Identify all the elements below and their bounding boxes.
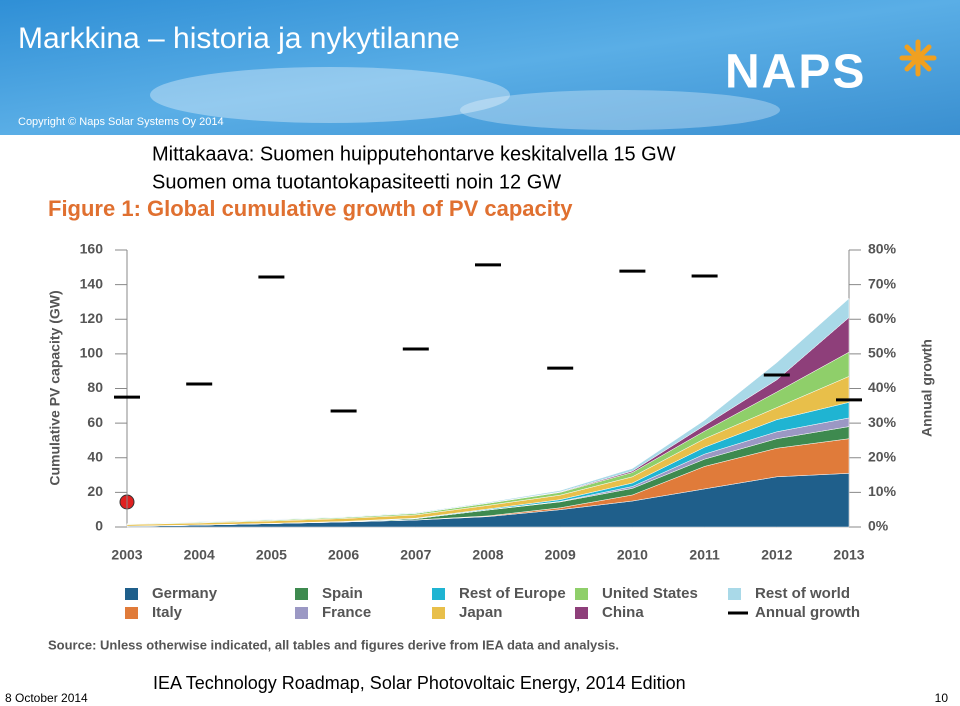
legend-label: Italy xyxy=(152,604,183,621)
x-tick-label: 2005 xyxy=(256,547,287,563)
figure-title: Figure 1: Global cumulative growth of PV… xyxy=(48,196,573,221)
legend-label: Spain xyxy=(322,585,363,602)
y2-tick-label: 50% xyxy=(868,345,897,361)
legend-label: China xyxy=(602,604,644,621)
legend-label: Annual growth xyxy=(755,604,860,621)
logo: NAPS xyxy=(725,46,866,99)
legend-swatch xyxy=(728,588,741,600)
y2-tick-label: 20% xyxy=(868,448,897,464)
reference: IEA Technology Roadmap, Solar Photovolta… xyxy=(153,673,686,693)
legend-label: Japan xyxy=(459,604,502,621)
y2-axis-label: Annual growth xyxy=(919,339,935,437)
legend-swatch xyxy=(295,607,308,619)
x-tick-label: 2008 xyxy=(472,547,503,563)
y-tick-label: 100 xyxy=(80,345,104,361)
cloud xyxy=(460,90,780,130)
x-tick-label: 2007 xyxy=(400,547,431,563)
header-band xyxy=(0,0,960,135)
x-tick-label: 2006 xyxy=(328,547,359,563)
x-tick-label: 2012 xyxy=(761,547,792,563)
legend-swatch xyxy=(575,607,588,619)
x-tick-label: 2010 xyxy=(617,547,648,563)
legend-label: Germany xyxy=(152,585,218,602)
legend-label: United States xyxy=(602,585,698,602)
legend-swatch xyxy=(432,588,445,600)
x-tick-label: 2003 xyxy=(111,547,142,563)
y2-tick-label: 80% xyxy=(868,241,897,257)
x-tick-label: 2011 xyxy=(689,547,720,563)
y2-tick-label: 60% xyxy=(868,310,897,326)
logo-star xyxy=(899,39,937,77)
legend-label: France xyxy=(322,604,371,621)
subtitle-line: Suomen oma tuotantokapasiteetti noin 12 … xyxy=(152,171,561,193)
y2-tick-label: 30% xyxy=(868,414,897,430)
cloud xyxy=(150,67,510,123)
slide-title: Markkina – historia ja nykytilanne xyxy=(18,22,460,55)
y2-tick-label: 10% xyxy=(868,483,897,499)
x-tick-label: 2004 xyxy=(184,547,215,563)
legend-swatch xyxy=(125,588,138,600)
y2-tick-label: 40% xyxy=(868,379,897,395)
legend-swatch xyxy=(432,607,445,619)
x-tick-label: 2009 xyxy=(545,547,576,563)
y-tick-label: 140 xyxy=(80,275,104,291)
y-tick-label: 80 xyxy=(87,379,103,395)
subtitle-line: Mittakaava: Suomen huipputehontarve kesk… xyxy=(152,143,676,165)
x-tick-label: 2013 xyxy=(833,547,864,563)
legend-swatch xyxy=(575,588,588,600)
y-tick-label: 160 xyxy=(80,241,104,257)
y2-tick-label: 70% xyxy=(868,275,897,291)
legend-label: Rest of Europe xyxy=(459,585,566,602)
area-series xyxy=(126,297,850,525)
copyright: Copyright © Naps Solar Systems Oy 2014 xyxy=(18,116,224,128)
y-tick-label: 60 xyxy=(87,414,103,430)
y-axis-label: Cumulative PV capacity (GW) xyxy=(47,290,63,485)
date: 8 October 2014 xyxy=(5,691,88,705)
legend-label: Rest of world xyxy=(755,585,850,602)
y-tick-label: 0 xyxy=(95,518,103,534)
y-tick-label: 120 xyxy=(80,310,104,326)
y2-tick-label: 0% xyxy=(868,518,889,534)
y-tick-label: 20 xyxy=(87,483,103,499)
legend-swatch xyxy=(295,588,308,600)
source-note: Source: Unless otherwise indicated, all … xyxy=(48,637,619,652)
legend-swatch xyxy=(125,607,138,619)
y-tick-label: 40 xyxy=(87,448,103,464)
page-number: 10 xyxy=(935,691,949,705)
